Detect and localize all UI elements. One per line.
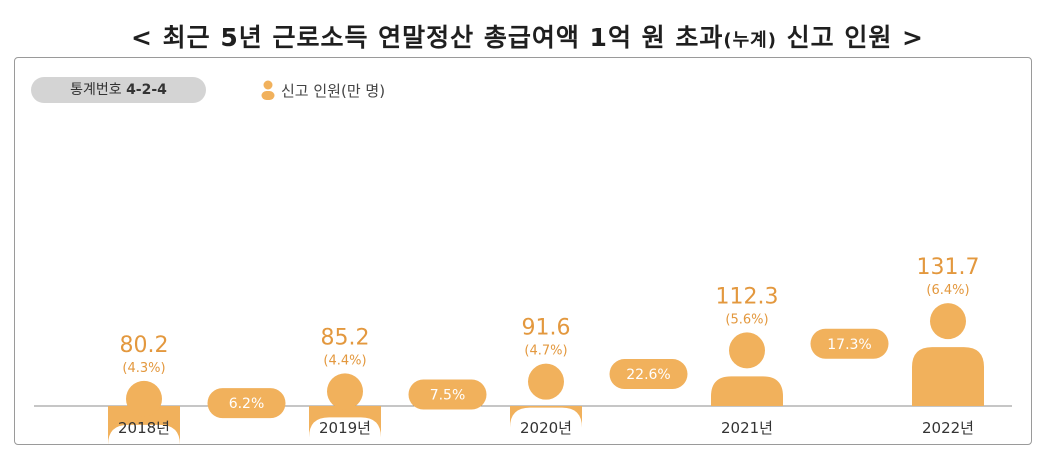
- share-label: (4.3%): [122, 361, 165, 376]
- value-label: 112.3: [716, 284, 779, 309]
- bar-head-2022년: [930, 303, 966, 340]
- growth-pill: [207, 388, 286, 419]
- category-label: 2019년: [319, 419, 371, 437]
- bar-head-2018년: [126, 380, 162, 417]
- chart-title-end: 신고 인원 >: [776, 23, 924, 52]
- category-label: 2020년: [520, 419, 572, 437]
- chart-title-cumulative: (누계): [723, 30, 777, 51]
- share-label: (6.4%): [926, 283, 969, 298]
- growth-pill: [609, 359, 688, 390]
- stat-number-code: 4-2-4: [126, 82, 167, 98]
- bar-body-2021년: [711, 376, 783, 406]
- category-label: 2018년: [118, 419, 170, 437]
- value-label: 85.2: [321, 325, 370, 350]
- growth-pill: [810, 328, 889, 359]
- share-label: (5.6%): [725, 312, 768, 327]
- growth-pill: [408, 379, 487, 410]
- stat-number-prefix: 통계번호: [70, 82, 127, 98]
- chart-legend: 신고 인원(만 명): [261, 78, 385, 102]
- bar-body-2020년: [510, 406, 582, 428]
- legend-label: 신고 인원(만 명): [281, 81, 386, 100]
- growth-label: 7.5%: [430, 388, 466, 404]
- bar-head-2019년: [327, 373, 363, 410]
- growth-label: 22.6%: [626, 367, 670, 383]
- value-label: 131.7: [917, 255, 980, 280]
- value-label: 91.6: [522, 316, 571, 341]
- share-label: (4.4%): [323, 353, 366, 368]
- chart-frame: [14, 57, 1032, 445]
- category-label: 2021년: [721, 419, 773, 437]
- bar-body-2018년: [108, 406, 180, 445]
- bar-body-2022년: [912, 347, 984, 406]
- chart-title: < 최근 5년 근로소득 연말정산 총급여액 1억 원 초과(누계) 신고 인원…: [130, 23, 924, 52]
- bar-body-2019년: [309, 406, 381, 438]
- person-icon: [261, 80, 275, 100]
- share-label: (4.7%): [524, 344, 567, 359]
- value-label: 80.2: [120, 333, 169, 358]
- growth-label: 17.3%: [827, 337, 871, 353]
- growth-label: 6.2%: [229, 396, 265, 412]
- bar-head-2020년: [528, 363, 564, 400]
- stat-number-badge: 통계번호 4-2-4: [31, 77, 206, 103]
- bar-head-2021년: [729, 332, 765, 369]
- category-label: 2022년: [922, 419, 974, 437]
